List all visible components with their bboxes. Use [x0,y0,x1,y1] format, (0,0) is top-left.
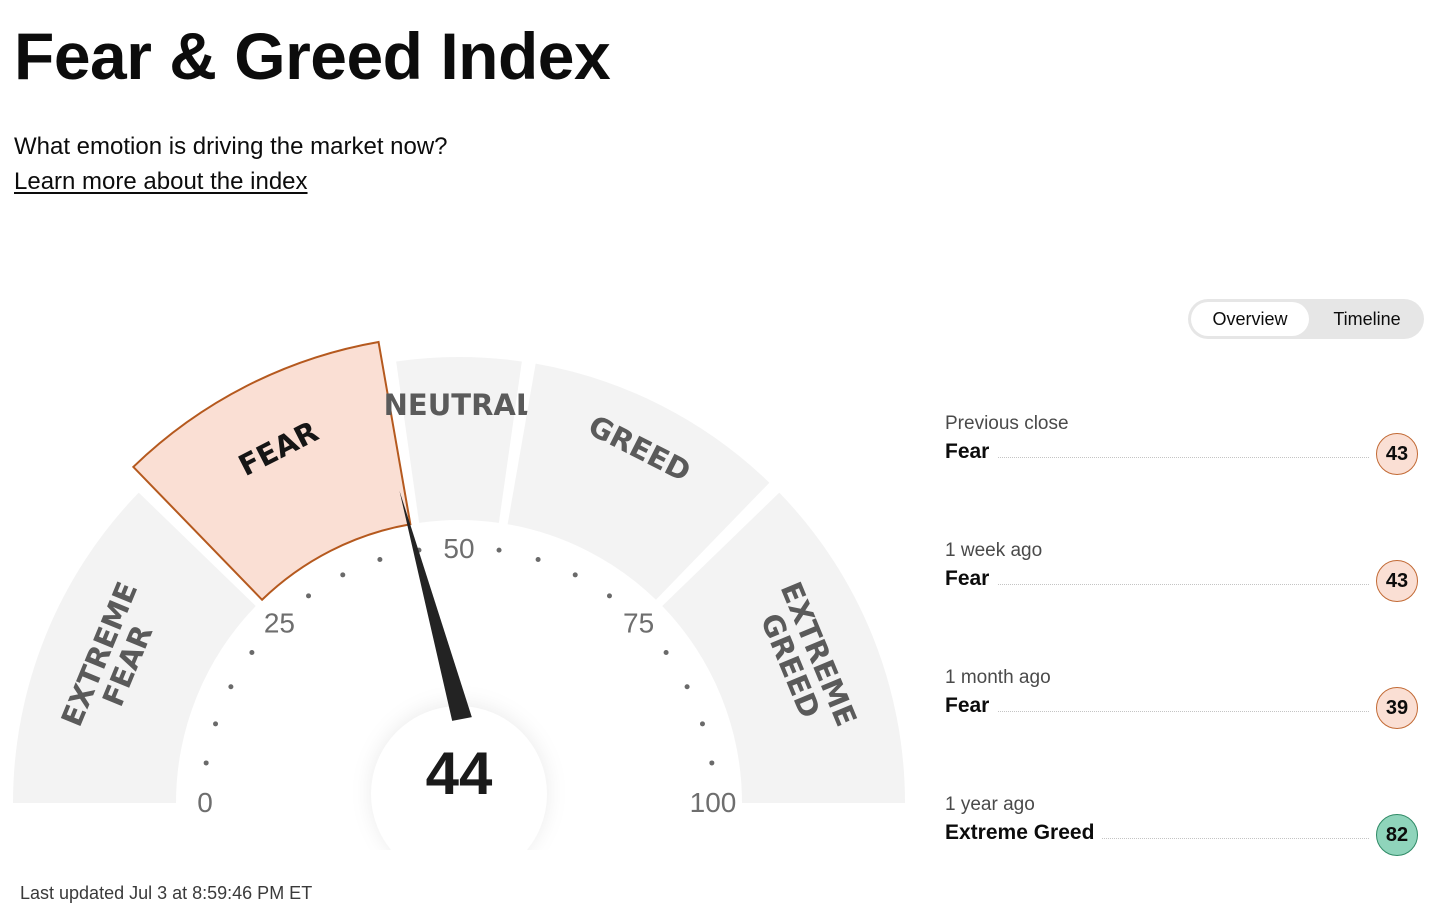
history-label: 1 month ago [945,667,1051,688]
history-row-1-year-ago: 1 year ago Extreme Greed 82 [945,794,1421,864]
history-value-badge: 82 [1376,814,1418,856]
last-updated: Last updated Jul 3 at 8:59:46 PM ET [20,883,313,903]
dotted-leader [945,584,1369,585]
history-rating: Fear [945,440,998,464]
scale-dot [663,650,669,656]
scale-dot [699,721,705,727]
history-label: Previous close [945,413,1069,434]
scale-dot [496,547,502,553]
tick-label: 0 [197,787,213,818]
history-value-badge: 43 [1376,433,1418,475]
page-title: Fear & Greed Index [14,19,611,93]
dotted-leader [945,838,1369,839]
scale-dot [203,760,209,766]
scale-dot [228,684,234,690]
zone-fear [131,340,412,602]
tick-label: 25 [264,607,295,638]
tick-label: 50 [443,533,474,564]
history-value-badge: 39 [1376,687,1418,729]
scale-dot [709,760,715,766]
gauge-value: 44 [426,740,493,807]
scale-dot [340,572,346,578]
history-label: 1 year ago [945,794,1035,815]
history-label: 1 week ago [945,540,1043,561]
dotted-leader [945,711,1369,712]
scale-dot [684,684,690,690]
history-row-1-week-ago: 1 week ago Fear 43 [945,540,1421,610]
history-rating: Fear [945,567,998,591]
history-rating: Fear [945,694,998,718]
history-rating: Extreme Greed [945,821,1103,845]
gauge-needle [399,490,472,721]
zone-extreme-greed [662,492,905,803]
scale-dot [572,572,578,578]
scale-dot [535,557,541,563]
scale-dot [306,593,312,599]
history-value-badge: 43 [1376,560,1418,602]
gauge-center-hub [371,706,547,850]
history-row-previous-close: Previous close Fear 43 [945,413,1421,483]
scale-dot [213,721,219,727]
timeline-tab[interactable]: Timeline [1333,309,1401,329]
view-toggle: Overview Timeline [1188,299,1424,339]
scale-dot [249,650,255,656]
zone-extreme-fear [13,492,256,803]
dotted-leader [945,457,1369,458]
tick-label: 75 [623,607,654,638]
zone-neutral-label: NEUTRAL [384,388,535,422]
scale-dot [377,557,383,563]
overview-tab[interactable]: Overview [1191,302,1309,336]
zone-neutral [396,357,522,523]
fear-greed-gauge: EXTREMEFEARFEARNEUTRALGREEDEXTREMEGREED0… [13,340,905,850]
history-row-1-month-ago: 1 month ago Fear 39 [945,667,1421,737]
tick-label: 100 [690,787,737,818]
scale-dot [606,593,612,599]
page-subtitle: What emotion is driving the market now? [14,133,448,160]
learn-more-link[interactable]: Learn more about the index [14,168,308,195]
zone-greed [507,363,770,600]
